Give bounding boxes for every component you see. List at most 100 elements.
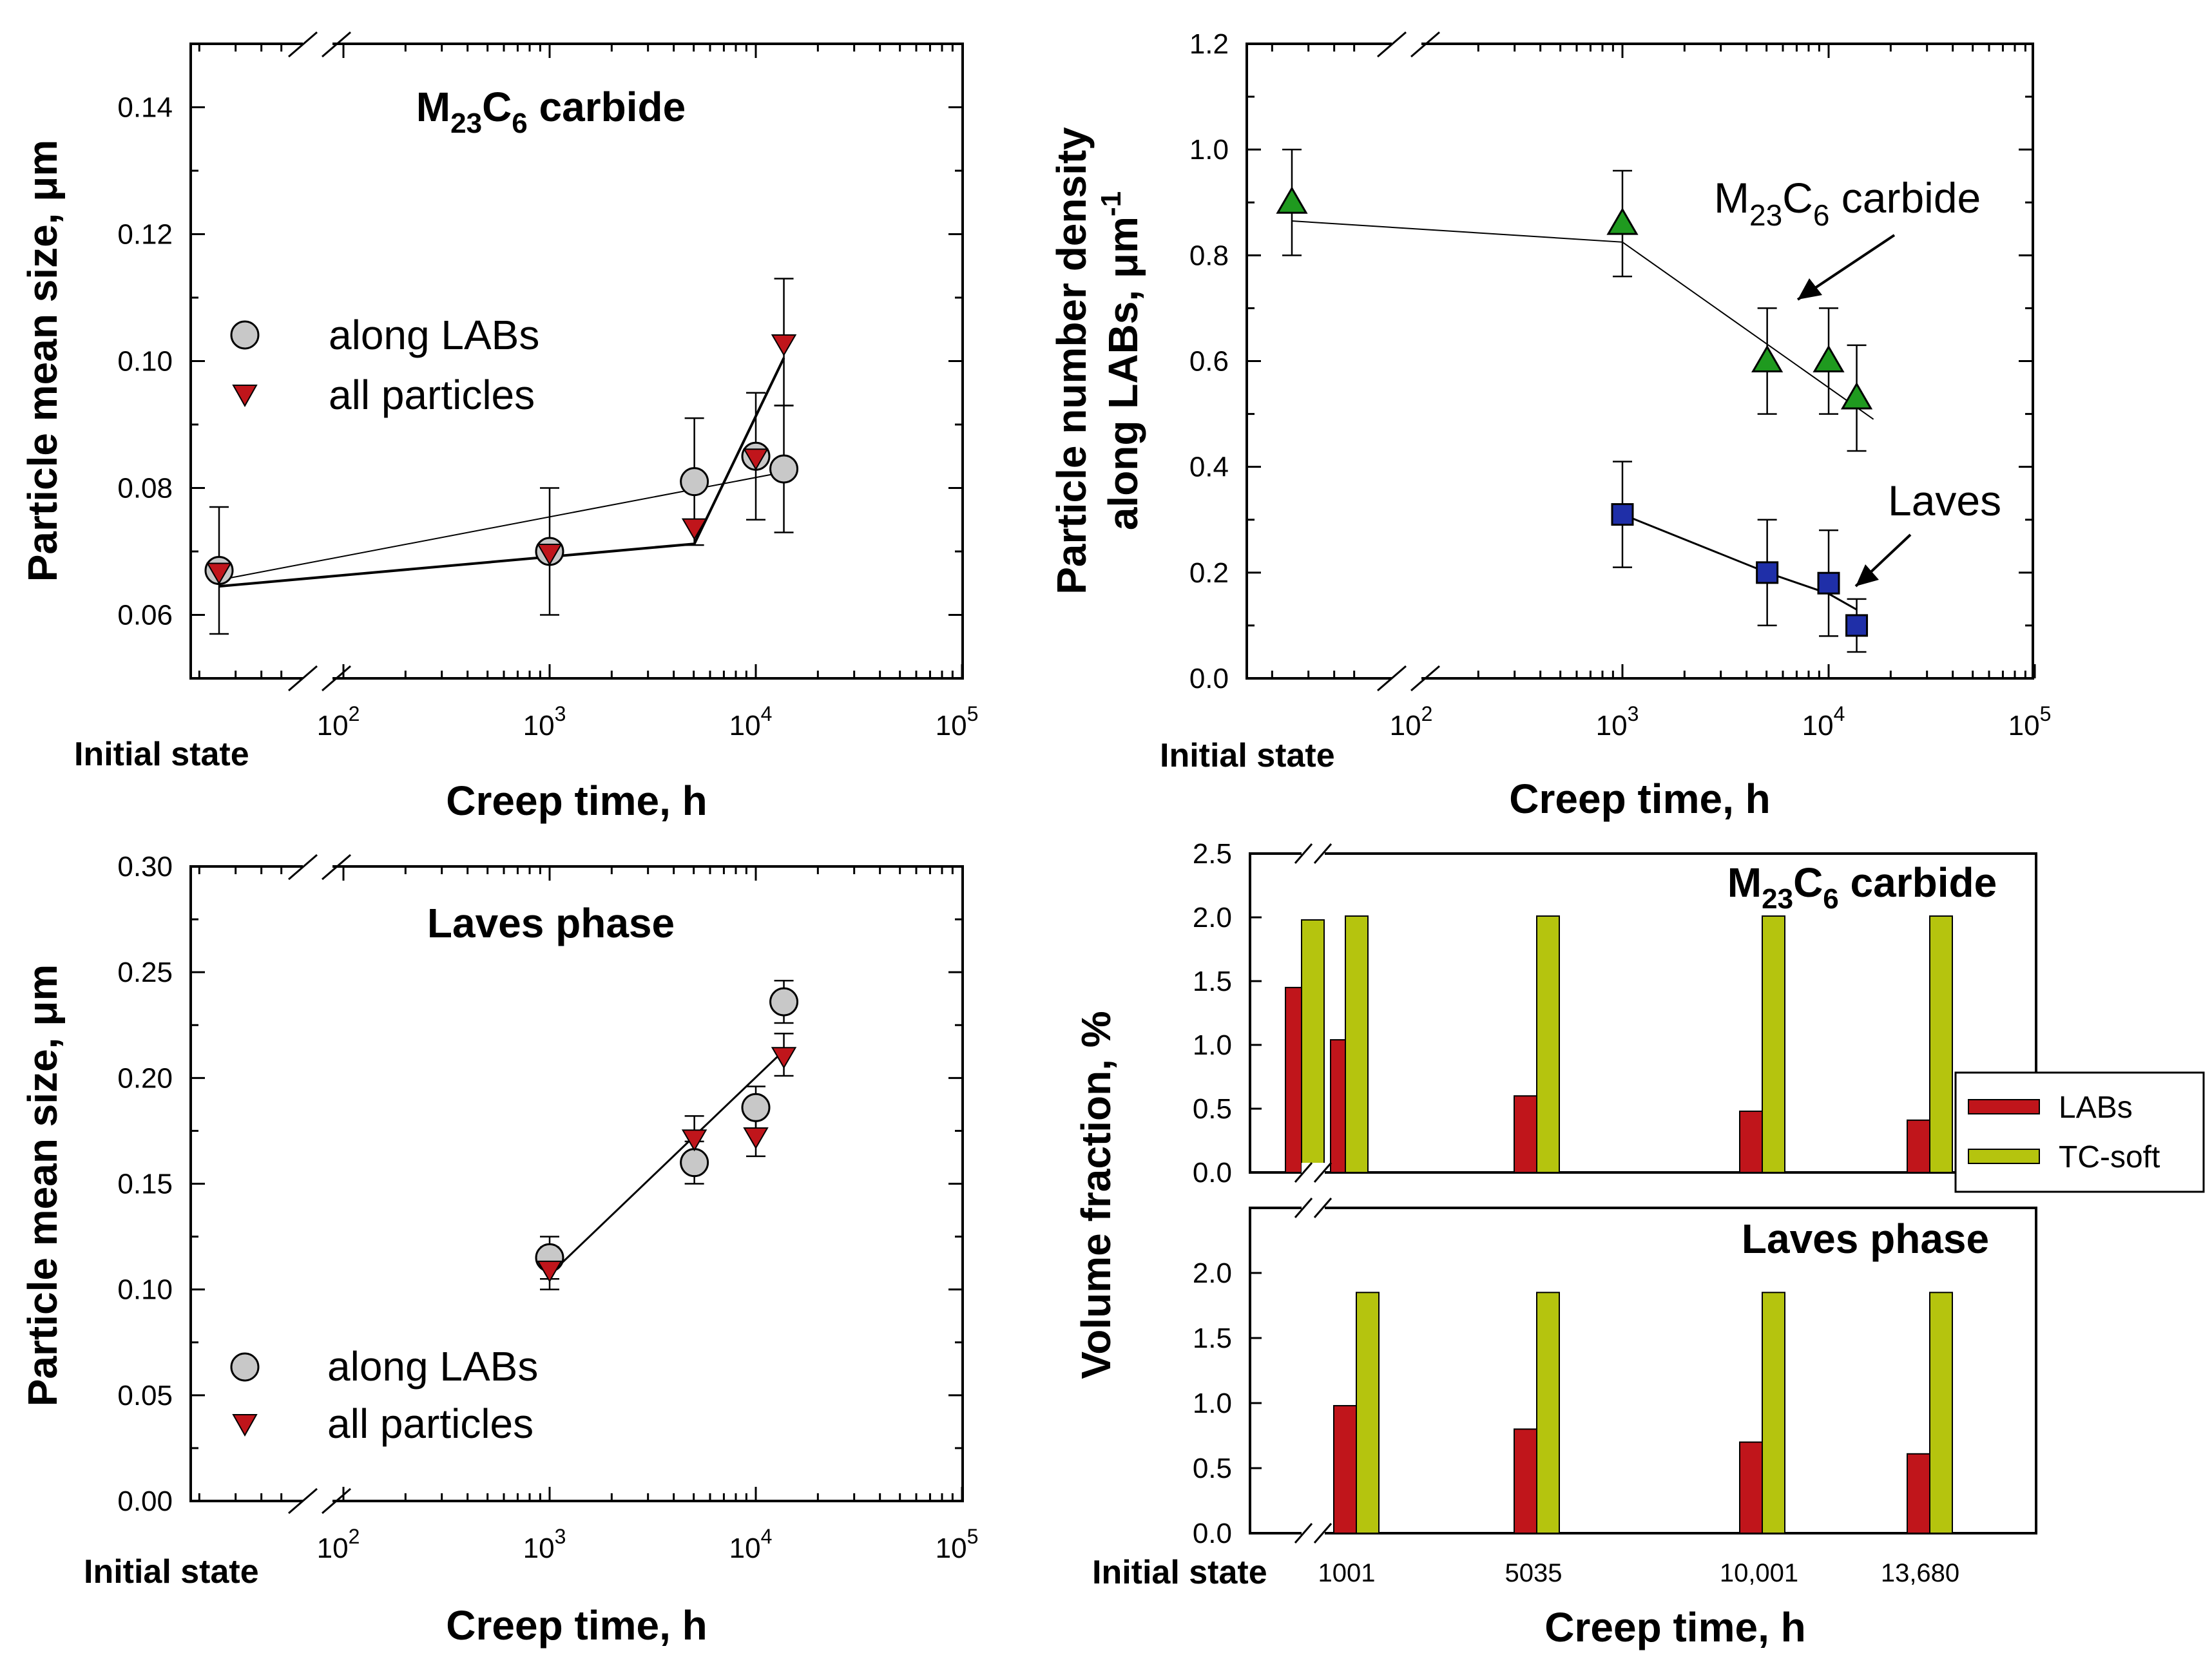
y-tick-label: 0.20	[117, 1062, 173, 1094]
axis-break	[288, 854, 351, 1515]
x-tick-label: 104	[729, 702, 773, 741]
data-point	[743, 448, 769, 471]
x-tick-label: 105	[2008, 702, 2052, 741]
y-tick-label: 0.4	[1189, 452, 1229, 483]
initial-state-label: Initial state	[74, 736, 249, 773]
data-point	[1845, 614, 1869, 637]
legend-triangle-marker	[232, 385, 258, 408]
data-point	[1817, 571, 1840, 595]
y-tick-label: 0.12	[117, 219, 173, 251]
y-tick-label: 0.08	[117, 473, 173, 504]
y-tick-label: 0.0	[1193, 1518, 1232, 1549]
annotation-arrow	[1854, 533, 1912, 588]
data-point	[537, 544, 563, 566]
x-tick-label: 104	[1802, 702, 1845, 741]
data-point	[1611, 503, 1634, 526]
bar-tcsoft	[1345, 915, 1369, 1174]
panel-volume-fraction: 0.0 0.5 1.0 1.5 2.0 2.5 0.0 0.5 1.0 1.5 2.0 M23C6 …	[1073, 838, 2205, 1650]
bar-tcsoft	[1929, 1292, 1953, 1534]
panel-title: Laves phase	[427, 900, 675, 946]
bar-tcsoft	[1536, 1292, 1560, 1534]
bar-tcsoft	[1929, 915, 1953, 1174]
x-tick-label: 105	[936, 1525, 979, 1564]
y-tick-label: 2.5	[1193, 838, 1232, 870]
annotation-m23c6: M23C6 carbide	[1714, 174, 1981, 232]
data-point	[769, 454, 799, 484]
y-tick-label: 0.0	[1189, 663, 1229, 694]
data-point	[680, 1148, 709, 1178]
legend-triangle-marker	[232, 1414, 258, 1437]
y-tick-label: 0.05	[117, 1380, 173, 1411]
initial-state-label: Initial state	[84, 1553, 259, 1591]
legend: along LABs all particles	[230, 312, 539, 418]
data-point	[1751, 345, 1784, 372]
y-tick-label: 0.2	[1189, 557, 1229, 589]
bar-labs	[1739, 1110, 1763, 1173]
bar-tcsoft	[1536, 915, 1560, 1174]
axes-frame	[1245, 43, 2034, 680]
panel-title: Laves phase	[1742, 1216, 1989, 1262]
bar-tcsoft	[1762, 915, 1785, 1174]
y-tick-label: 0.10	[117, 1274, 173, 1306]
x-tick-label: 103	[523, 702, 566, 741]
x-tick-label: 102	[317, 1525, 360, 1564]
y-tick-label: 0.10	[117, 346, 173, 378]
trend-line	[1291, 220, 1874, 420]
y-tick-label: 1.0	[1193, 1388, 1232, 1419]
y-axis-label: Volume fraction, %	[1073, 1011, 1119, 1379]
bar-tcsoft	[1762, 1292, 1785, 1534]
legend-label: along LABs	[329, 312, 539, 358]
legend-circle-marker	[230, 1352, 260, 1382]
y-tick-label: 1.5	[1193, 1323, 1232, 1354]
y-tick-label: 0.06	[117, 600, 173, 631]
bar-labs	[1739, 1441, 1763, 1534]
x-axis-label: Creep time, h	[446, 778, 707, 824]
y-axis-label: along LABs, μm-1	[1095, 191, 1146, 530]
legend-box	[1954, 1071, 2205, 1193]
panel-title: M23C6 carbide	[1727, 859, 1997, 915]
y-tick-label: 1.2	[1189, 28, 1229, 60]
data-point	[771, 334, 797, 356]
data-point	[680, 467, 709, 497]
annotation-laves: Laves	[1888, 477, 2001, 524]
y-axis-label: Particle mean size, μm	[19, 964, 66, 1407]
bar-labs	[1907, 1453, 1930, 1534]
data-point	[1756, 561, 1779, 584]
y-tick-label: 1.0	[1193, 1029, 1232, 1061]
y-tick-label: 0.5	[1193, 1093, 1232, 1125]
category-label: 1001	[1318, 1559, 1376, 1587]
y-tick-label: 1.0	[1189, 134, 1229, 166]
y-tick-label: 0.00	[117, 1486, 173, 1517]
x-tick-label: 105	[936, 702, 979, 741]
panel-m23c6-size: 0.06 0.08 0.10 0.12 0.14 102 103 104 105 M23C6 c…	[19, 31, 979, 824]
y-tick-label: 1.5	[1193, 966, 1232, 997]
axes-frame	[189, 43, 964, 680]
axis-break	[1377, 31, 1440, 692]
category-label: Initial state	[1092, 1554, 1267, 1591]
y-tick-label: 2.0	[1193, 1257, 1232, 1289]
legend-label: along LABs	[327, 1343, 538, 1390]
annotation-arrow	[1796, 234, 1896, 301]
y-tick-label: 0.25	[117, 957, 173, 988]
y-tick-label: 0.14	[117, 92, 173, 124]
x-axis-label: Creep time, h	[1509, 776, 1770, 822]
x-axis-label: Creep time, h	[1544, 1604, 1805, 1650]
panel-laves-size: 0.00 0.05 0.10 0.15 0.20 0.25 0.30 102 103 104 105…	[19, 851, 978, 1649]
panel-number-density: 0.0 0.2 0.4 0.6 0.8 1.0 1.2 102 103 104 105 M23C6 …	[1048, 28, 2051, 822]
x-tick-label: 103	[523, 1525, 566, 1564]
axes-frame	[189, 865, 964, 1502]
legend-label: LABs	[2059, 1091, 2133, 1125]
y-tick-label: 0.5	[1193, 1453, 1232, 1484]
data-point	[1276, 186, 1308, 214]
y-axis-label: Particle number density	[1048, 127, 1095, 595]
data-point	[1606, 207, 1639, 235]
bar-labs	[1907, 1119, 1930, 1173]
trend-line	[1622, 513, 1858, 611]
category-label: 13,680	[1881, 1559, 1959, 1587]
x-tick-label: 103	[1596, 702, 1639, 741]
bar-labs	[1514, 1095, 1537, 1173]
x-tick-label: 104	[729, 1525, 773, 1564]
data-point	[1840, 381, 1873, 410]
category-label: 10,001	[1720, 1559, 1798, 1587]
